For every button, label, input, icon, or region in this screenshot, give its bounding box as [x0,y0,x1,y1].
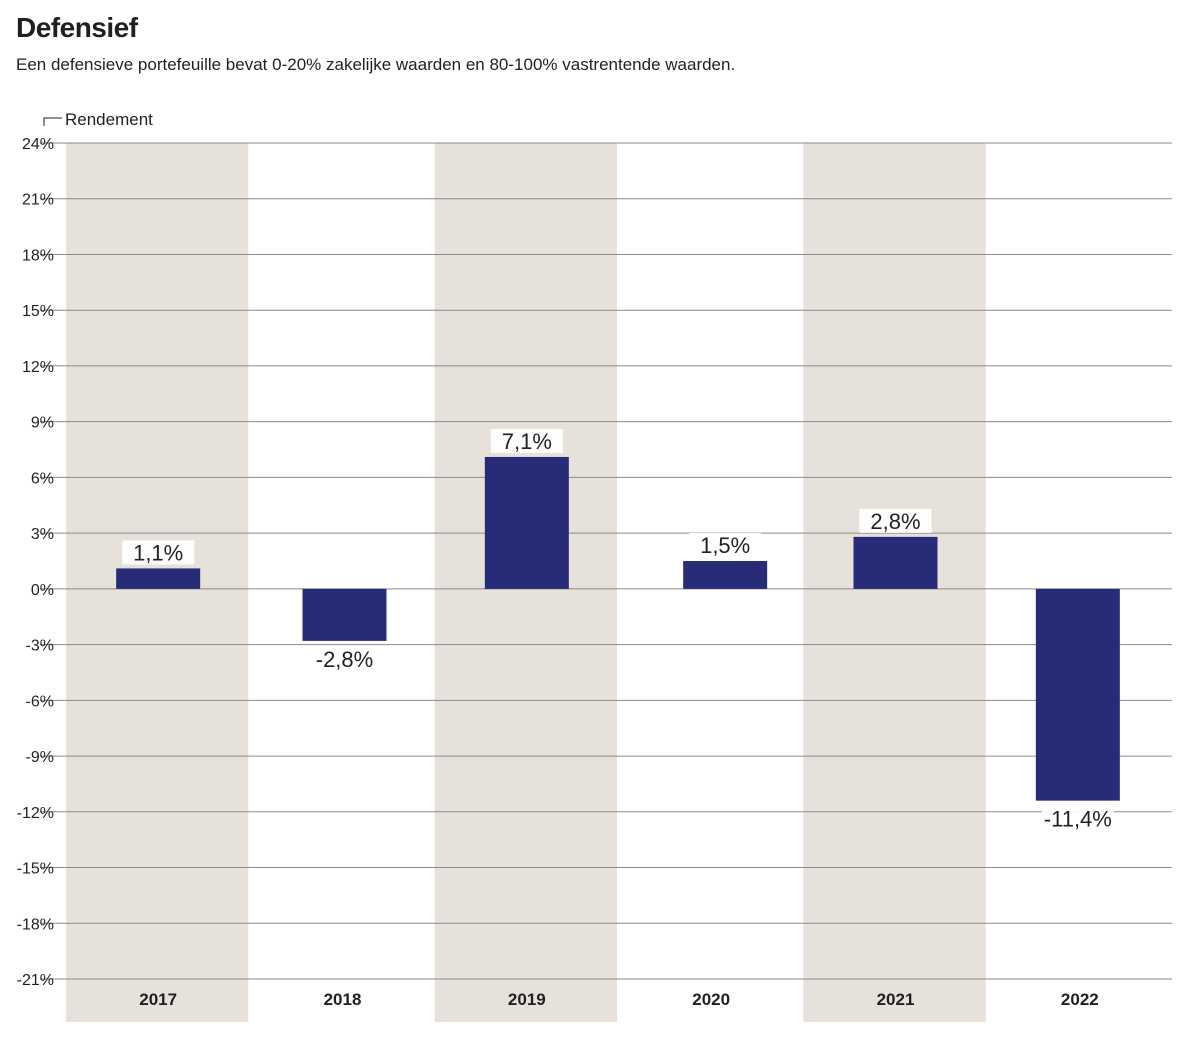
x-tick-label: 2020 [692,990,730,1009]
y-tick-label: 9% [31,415,54,432]
y-tick-label: 24% [22,136,54,153]
y-tick-label: -15% [17,861,54,878]
data-label-2022: -11,4% [1044,807,1112,832]
y-tick-label: 6% [31,470,54,487]
data-label-2020: 1,5% [700,533,750,558]
x-tick-label: 2021 [877,990,915,1009]
x-tick-label: 2022 [1061,990,1099,1009]
data-labels: 1,1% -2,8% 7,1% 1,5% 2,8% -11,4% [122,428,1114,832]
bar-2019 [484,456,569,589]
y-tick-label: -9% [26,749,54,766]
data-label-2017: 1,1% [133,540,183,565]
y-tick-label: -12% [17,805,54,822]
bar-2018 [302,588,387,641]
y-axis-title: Rendement [65,110,153,129]
bar-2022 [1035,588,1120,801]
chart-title: Defensief [16,12,138,43]
data-label-2021: 2,8% [870,509,920,534]
y-tick-label: -6% [26,693,54,710]
bars [116,456,1120,801]
bar-2021 [853,536,938,589]
y-axis-ticks: 24% 21% 18% 15% 12% 9% 6% 3% 0% -3% -6% -9% -12% -15%… [17,136,54,989]
background-bands [66,143,986,1022]
y-tick-label: 18% [22,247,54,264]
data-label-background [689,533,762,557]
y-tick-label: 21% [22,192,54,209]
data-label-background [490,428,563,453]
y-tick-label: 12% [22,359,54,376]
x-tick-label: 2017 [139,990,177,1009]
data-label-2018: -2,8% [316,647,373,672]
y-axis-title-group: Rendement [43,110,153,129]
y-tick-label: -21% [17,972,54,989]
y-axis-title-bracket [43,117,62,126]
y-tick-label: 3% [31,526,54,543]
x-tick-label: 2018 [324,990,362,1009]
data-label-background [1041,806,1114,831]
data-label-background [859,508,932,533]
x-tick-label: 2019 [508,990,546,1009]
chart-subtitle: Een defensieve portefeuille bevat 0-20% … [16,55,736,74]
gridlines [40,142,1172,980]
data-label-background [122,540,195,565]
bar-2020 [683,561,768,589]
y-tick-label: -3% [26,638,54,655]
y-tick-label: 0% [31,582,54,599]
data-label-background [308,646,381,671]
y-tick-label: 15% [22,303,54,320]
data-label-2019: 7,1% [502,429,552,454]
category-labels: 2017 2018 2019 2020 2021 2022 [139,990,1098,1009]
y-tick-label: -18% [17,916,54,933]
bar-2017 [116,568,201,589]
